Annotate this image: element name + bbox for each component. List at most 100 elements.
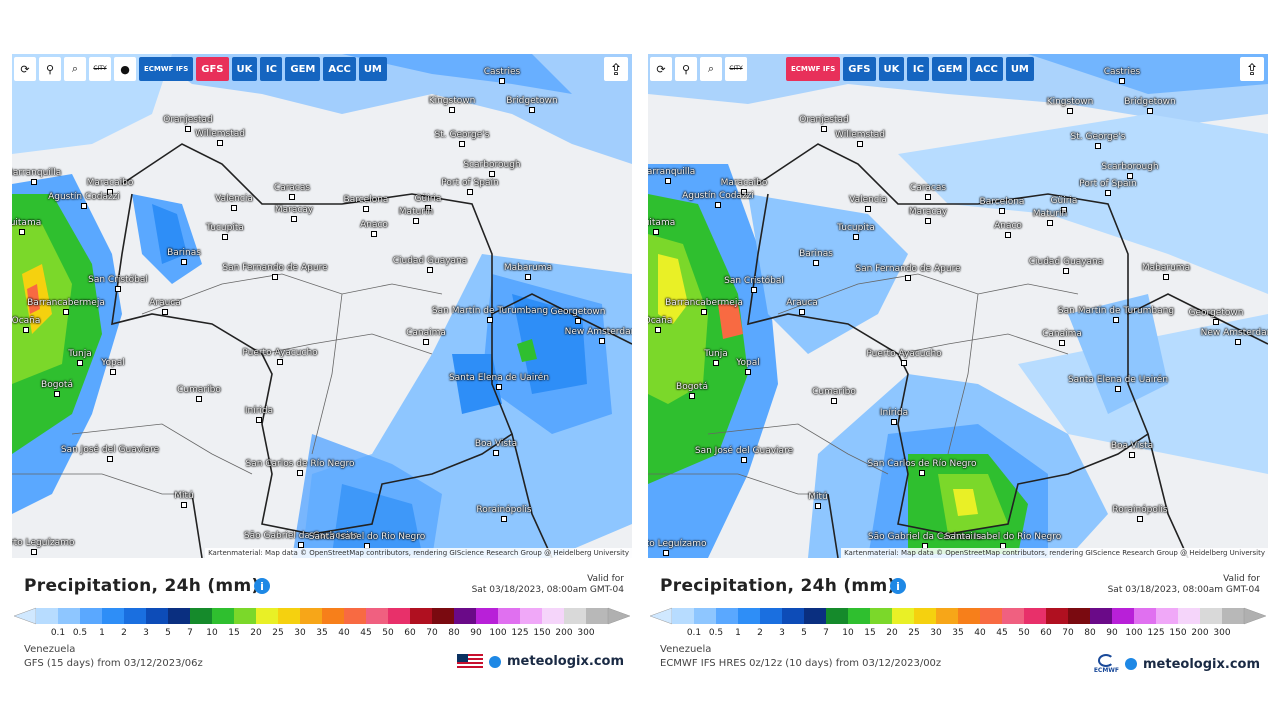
city-marker-icon <box>715 202 721 208</box>
scale-swatch <box>498 608 521 624</box>
model-um[interactable]: UM <box>1005 57 1034 81</box>
city-label: Tunja <box>704 349 728 359</box>
model-ic[interactable]: IC <box>260 57 283 81</box>
scale-swatch <box>1134 608 1157 624</box>
city-label: Barcelona <box>979 197 1025 207</box>
model-uk[interactable]: UK <box>231 57 258 81</box>
share-icon[interactable]: ⇪ <box>1240 57 1264 81</box>
city-label: Arauca <box>786 298 818 308</box>
scale-tick-label: 1 <box>99 628 105 638</box>
model-ic[interactable]: IC <box>907 57 930 81</box>
city-toggle[interactable]: CITY <box>89 57 111 81</box>
model-gem[interactable]: GEM <box>285 57 321 81</box>
location-pin-icon[interactable]: ⚲ <box>39 57 61 81</box>
ecmwf-panel: ⟳ ⚲ ⌕ CITY ECMWF IFS GFS UK IC GEM ACC U… <box>648 54 1268 674</box>
model-acc[interactable]: ACC <box>970 57 1003 81</box>
ecmwf-map[interactable]: ⟳ ⚲ ⌕ CITY ECMWF IFS GFS UK IC GEM ACC U… <box>648 54 1268 558</box>
scale-tick-label: 3 <box>779 628 785 638</box>
brand[interactable]: ECMWF meteologix.com <box>1094 654 1260 674</box>
info-icon[interactable]: i <box>890 578 906 594</box>
city-marker-icon <box>713 360 719 366</box>
city-marker-icon <box>1213 319 1219 325</box>
scale-swatch <box>870 608 893 624</box>
city-marker-icon <box>901 360 907 366</box>
city-label: Barinas <box>799 249 833 259</box>
city-marker-icon <box>425 205 431 211</box>
scale-swatch <box>278 608 301 624</box>
zoom-icon[interactable]: ⌕ <box>700 57 722 81</box>
share-icon[interactable]: ⇪ <box>604 57 628 81</box>
refresh-icon[interactable]: ⟳ <box>650 57 672 81</box>
city-label: Güiria <box>1050 196 1078 206</box>
black-dot-icon[interactable]: ● <box>114 57 136 81</box>
model-gfs[interactable]: GFS <box>196 57 229 81</box>
scale-swatch <box>366 608 389 624</box>
model-acc[interactable]: ACC <box>323 57 356 81</box>
city-marker-icon <box>19 229 25 235</box>
city-marker-icon <box>905 275 911 281</box>
city-marker-icon <box>891 419 897 425</box>
scale-swatch <box>476 608 499 624</box>
city-toggle[interactable]: CITY <box>725 57 747 81</box>
scale-tick-label: 35 <box>316 628 328 638</box>
city-marker-icon <box>115 286 121 292</box>
scale-swatch <box>344 608 367 624</box>
brand[interactable]: meteologix.com <box>457 654 624 669</box>
city-marker-icon <box>1095 143 1101 149</box>
model-uk[interactable]: UK <box>878 57 905 81</box>
city-label: Anaco <box>360 220 388 230</box>
scale-tick-label: 35 <box>952 628 964 638</box>
city-label: Inírida <box>244 406 274 416</box>
location-pin-icon[interactable]: ⚲ <box>675 57 697 81</box>
city-label: Caracas <box>273 183 311 193</box>
city-marker-icon <box>277 359 283 365</box>
scale-swatch <box>958 608 981 624</box>
scale-swatch <box>322 608 345 624</box>
valid-label: Valid for <box>587 574 624 584</box>
scale-tick-label: 100 <box>489 628 507 638</box>
model-gem[interactable]: GEM <box>932 57 968 81</box>
refresh-icon[interactable]: ⟳ <box>14 57 36 81</box>
city-label: San Martín de Turumbang <box>431 306 549 316</box>
city-marker-icon <box>1113 317 1119 323</box>
city-label: Barcelona <box>343 195 389 205</box>
scale-tick-label: 300 <box>577 628 595 638</box>
ecmwf-legend: Precipitation, 24h (mm) i Valid for Sat … <box>648 558 1268 674</box>
city-label: San Cristóbal <box>88 275 148 285</box>
city-marker-icon <box>821 126 827 132</box>
scale-tick-label: 40 <box>338 628 350 638</box>
city-marker-icon <box>575 318 581 324</box>
scale-tick-label: 70 <box>1062 628 1074 638</box>
model-gfs[interactable]: GFS <box>843 57 876 81</box>
city-label: Scarborough <box>1101 162 1159 172</box>
ecmwf-map-canvas <box>648 54 1268 558</box>
city-label: Tucupita <box>837 223 875 233</box>
city-marker-icon <box>653 229 659 235</box>
model-ecmwf[interactable]: ECMWF IFS <box>139 57 194 81</box>
scale-arrow-right <box>1243 607 1267 625</box>
city-label: Castries <box>483 67 521 77</box>
city-label: Barrancabermeja <box>665 298 743 308</box>
city-label: Mabaruma <box>503 263 553 273</box>
city-marker-icon <box>1119 78 1125 84</box>
city-marker-icon <box>751 287 757 293</box>
city-label: Bogotá <box>676 382 708 392</box>
city-marker-icon <box>298 542 304 548</box>
scale-swatch <box>826 608 849 624</box>
city-marker-icon <box>81 203 87 209</box>
gfs-map[interactable]: ⟳ ⚲ ⌕ CITY ● ECMWF IFS GFS UK IC GEM ACC… <box>12 54 632 558</box>
model-um[interactable]: UM <box>358 57 387 81</box>
scale-swatch <box>300 608 323 624</box>
scale-tick-label: 10 <box>206 628 218 638</box>
model-ecmwf[interactable]: ECMWF IFS <box>786 57 841 81</box>
scale-swatch <box>1222 608 1245 624</box>
city-label: Duitama <box>648 218 676 228</box>
city-marker-icon <box>196 396 202 402</box>
city-marker-icon <box>1063 268 1069 274</box>
valid-for: Valid for Sat 03/18/2023, 08:00am GMT-04 <box>472 574 624 596</box>
city-marker-icon <box>1067 108 1073 114</box>
zoom-icon[interactable]: ⌕ <box>64 57 86 81</box>
city-marker-icon <box>413 218 419 224</box>
scale-tick-label: 15 <box>864 628 876 638</box>
info-icon[interactable]: i <box>254 578 270 594</box>
